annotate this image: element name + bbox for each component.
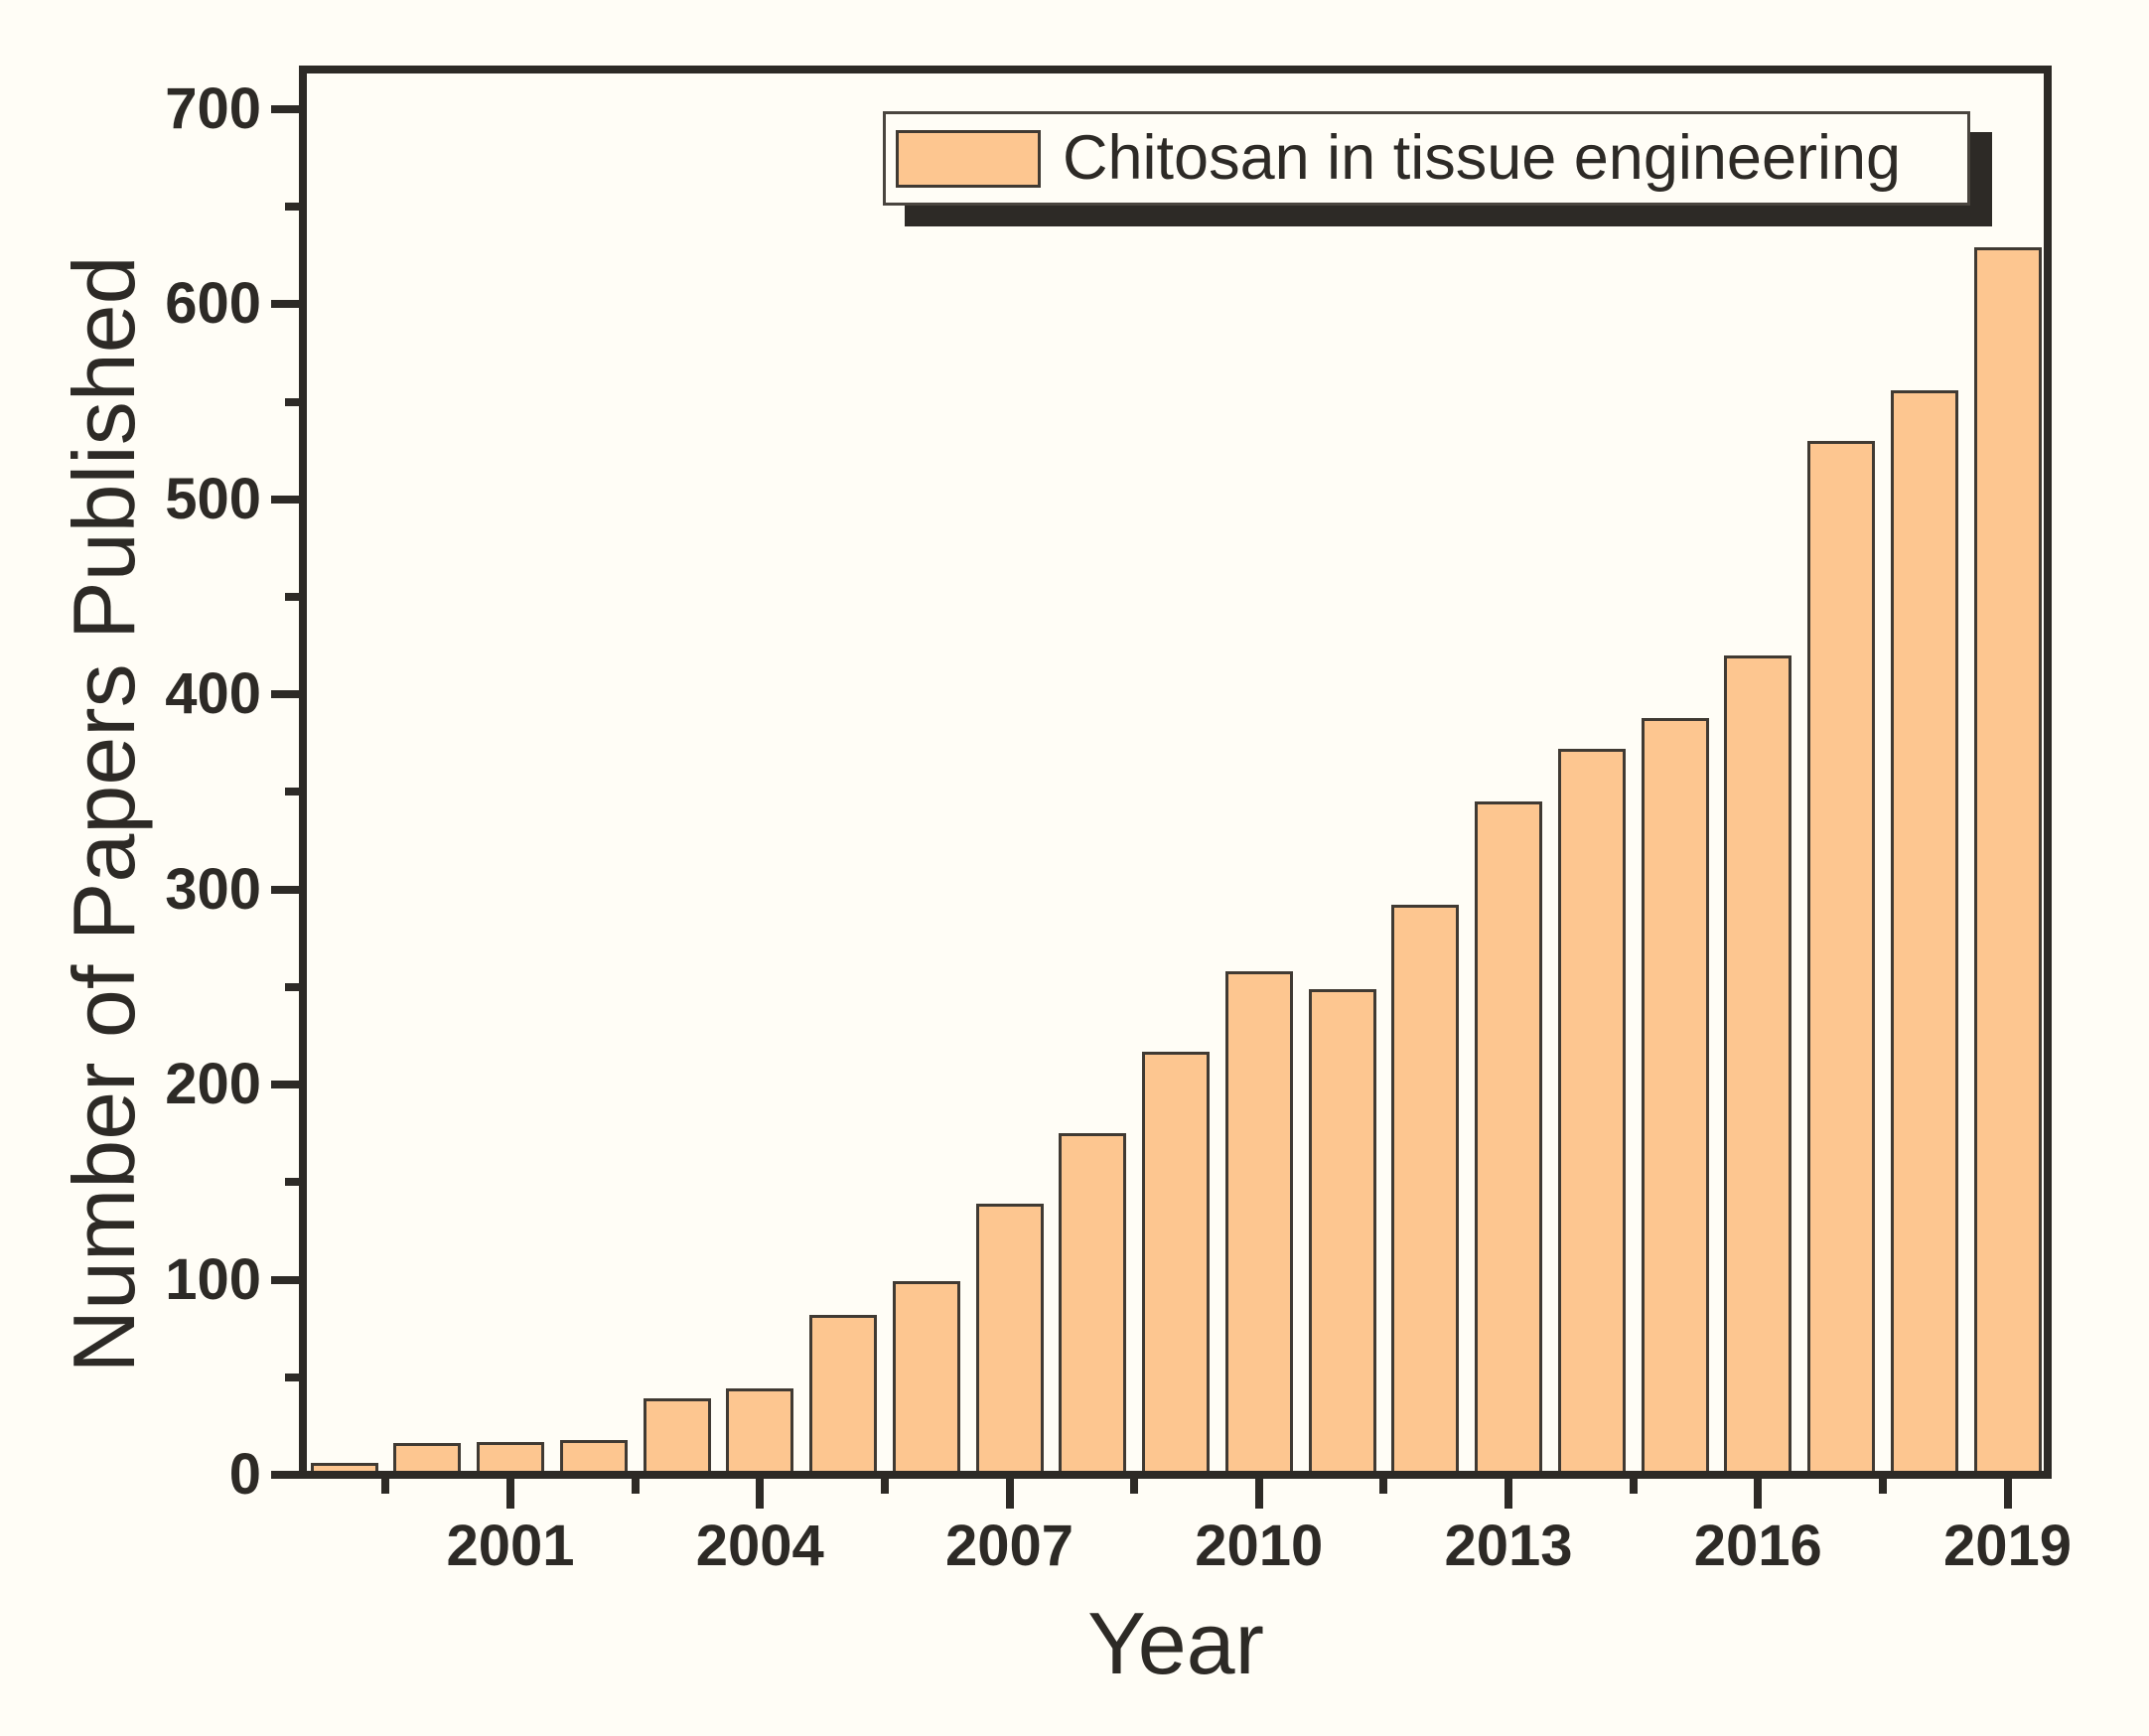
x-minor-tick-2011.5 — [1379, 1479, 1388, 1494]
x-tick-label-2004: 2004 — [695, 1514, 824, 1578]
bar-2005 — [809, 1314, 877, 1471]
y-minor-tick-450 — [285, 593, 299, 602]
bar-2010 — [1224, 971, 1293, 1471]
x-tick-label-2001: 2001 — [446, 1514, 575, 1578]
y-minor-tick-250 — [285, 982, 299, 991]
x-major-tick-2010 — [1254, 1479, 1263, 1509]
bar-2001 — [477, 1441, 544, 1471]
bar-2003 — [643, 1398, 711, 1471]
x-tick-label-2007: 2007 — [944, 1514, 1074, 1578]
x-minor-tick-2017.5 — [1878, 1479, 1887, 1494]
bar-2002 — [559, 1439, 628, 1471]
bar-2006 — [892, 1281, 960, 1471]
y-tick-label-100: 100 — [165, 1246, 261, 1312]
x-minor-tick-2014.5 — [1629, 1479, 1638, 1494]
bar-2015 — [1641, 717, 1709, 1471]
bar-2016 — [1724, 654, 1792, 1471]
y-tick-label-700: 700 — [165, 75, 261, 141]
y-minor-tick-150 — [285, 1178, 299, 1187]
bar-2014 — [1557, 749, 1626, 1471]
bar-2008 — [1059, 1133, 1127, 1471]
bar-2018 — [1890, 389, 1958, 1471]
x-tick-label-2010: 2010 — [1195, 1514, 1324, 1578]
plot-frame — [299, 66, 2052, 1479]
x-major-tick-2013 — [1504, 1479, 1512, 1509]
y-major-tick-400 — [271, 690, 299, 699]
y-tick-label-500: 500 — [165, 466, 261, 531]
x-minor-tick-1999.5 — [381, 1479, 390, 1494]
y-major-tick-100 — [271, 1275, 299, 1284]
x-minor-tick-2002.5 — [631, 1479, 640, 1494]
bar-2004 — [726, 1388, 794, 1471]
bar-2013 — [1475, 801, 1542, 1471]
x-major-tick-2004 — [756, 1479, 765, 1509]
bar-2012 — [1391, 905, 1460, 1471]
legend-swatch — [896, 129, 1041, 188]
bar-2000 — [393, 1443, 462, 1471]
bar-2011 — [1308, 988, 1376, 1471]
bar-2017 — [1807, 440, 1875, 1471]
y-tick-label-200: 200 — [165, 1052, 261, 1117]
y-minor-tick-350 — [285, 788, 299, 796]
bar-1999 — [310, 1463, 378, 1471]
y-major-tick-300 — [271, 885, 299, 894]
y-major-tick-700 — [271, 104, 299, 113]
y-major-tick-200 — [271, 1081, 299, 1089]
x-minor-tick-2005.5 — [880, 1479, 889, 1494]
legend-label: Chitosan in tissue engineering — [1063, 123, 1902, 193]
y-minor-tick-550 — [285, 397, 299, 406]
y-major-tick-600 — [271, 300, 299, 309]
x-tick-label-2019: 2019 — [1942, 1514, 2073, 1578]
x-major-tick-2016 — [1754, 1479, 1763, 1509]
bar-2009 — [1142, 1051, 1210, 1471]
y-axis-title: Number of Papers Published — [55, 255, 153, 1374]
y-tick-label-300: 300 — [165, 856, 261, 922]
y-minor-tick-650 — [285, 203, 299, 212]
y-major-tick-0 — [271, 1471, 299, 1479]
x-major-tick-2007 — [1005, 1479, 1014, 1509]
bar-2019 — [1973, 247, 2042, 1471]
y-major-tick-500 — [271, 495, 299, 504]
x-axis-title: Year — [1087, 1594, 1264, 1692]
y-tick-label-600: 600 — [165, 271, 261, 337]
x-major-tick-2001 — [506, 1479, 514, 1509]
y-tick-label-0: 0 — [228, 1442, 261, 1507]
x-tick-label-2013: 2013 — [1444, 1514, 1573, 1578]
x-major-tick-2019 — [2003, 1479, 2012, 1509]
bar-2007 — [975, 1203, 1044, 1471]
x-tick-label-2016: 2016 — [1693, 1514, 1822, 1578]
legend: Chitosan in tissue engineering — [883, 111, 1970, 206]
x-minor-tick-2008.5 — [1130, 1479, 1139, 1494]
y-minor-tick-50 — [285, 1373, 299, 1381]
y-tick-label-400: 400 — [165, 661, 261, 727]
